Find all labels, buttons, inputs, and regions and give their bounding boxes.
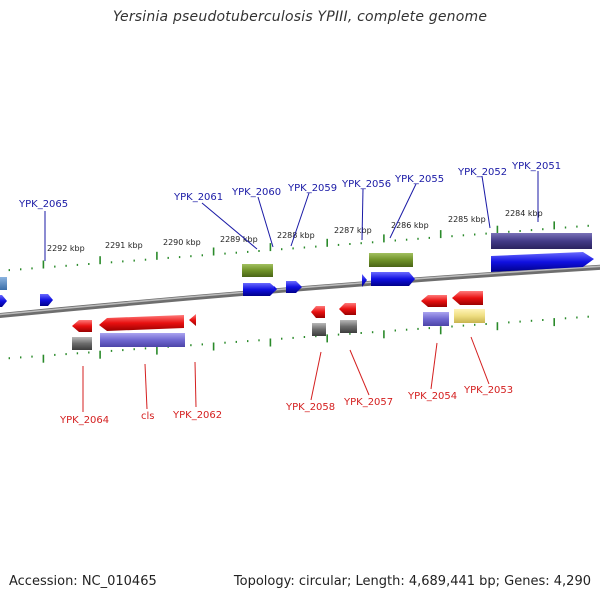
gene-label-cls[interactable]: cls [141,411,155,422]
feature-olive-ypk-2060[interactable] [242,264,273,277]
cds-arrow-ypk-2056[interactable] [362,274,367,287]
scale-label-2287: 2287 kbp [334,226,372,235]
feature-gray-ypk-2064[interactable] [72,337,92,350]
gene-label-ypk-2051[interactable]: YPK_2051 [511,161,561,172]
map-title: Yersinia pseudotuberculosis YPIII, compl… [112,9,488,25]
scale-label-2286: 2286 kbp [391,221,429,230]
gene-label-ypk-2059[interactable]: YPK_2059 [287,183,337,194]
cds-arrow-ypk-2065[interactable] [40,294,53,306]
cds-arrow-ypk-2062[interactable] [189,314,196,326]
scale-label-2290: 2290 kbp [163,238,201,247]
genome-backbone [0,264,600,319]
feature-purple-ypk-2054[interactable] [423,312,449,326]
accession-text: Accession: NC_010465 [9,574,157,589]
reverse-scale-ring [8,315,589,363]
forward-scale-ring [8,221,589,272]
gene-label-ypk-2064[interactable]: YPK_2064 [59,415,109,426]
gene-label-ypk-2061[interactable]: YPK_2061 [173,192,223,203]
cds-arrow-ypk-2061[interactable] [243,283,277,296]
forward-leader-lines [44,171,539,261]
topology-text: Topology: circular; Length: 4,689,441 bp… [233,574,591,589]
feature-yellow-ypk-2053[interactable] [454,309,485,323]
scale-label-2284: 2284 kbp [505,209,543,218]
cds-arrow-ypk-2055[interactable] [371,272,415,286]
scale-label-2288: 2288 kbp [277,231,315,240]
scale-label-2292: 2292 kbp [47,244,85,253]
gene-label-ypk-2055[interactable]: YPK_2055 [394,174,444,185]
cds-arrow-ypk-2054[interactable] [421,295,447,307]
feature-navy-ypk-2052[interactable] [491,233,592,249]
cds-arrow-forward-partial[interactable] [0,295,7,307]
cds-arrow-cls[interactable] [99,315,184,331]
scale-label-2291: 2291 kbp [105,241,143,250]
cds-arrow-ypk-2057[interactable] [339,303,356,315]
reverse-leader-lines [82,336,490,412]
gene-label-ypk-2056[interactable]: YPK_2056 [341,179,391,190]
gene-label-ypk-2058[interactable]: YPK_2058 [285,402,335,413]
gene-label-ypk-2060[interactable]: YPK_2060 [231,187,281,198]
gene-label-ypk-2054[interactable]: YPK_2054 [407,391,457,402]
scale-label-2289: 2289 kbp [220,235,258,244]
gene-label-ypk-2052[interactable]: YPK_2052 [457,167,507,178]
cds-arrow-ypk-2051[interactable] [491,252,594,272]
feature-gray-ypk-2057[interactable] [340,320,357,333]
feature-olive-ypk-2055[interactable] [369,253,413,267]
feature-steel-partial[interactable] [0,277,7,290]
gene-label-ypk-2062[interactable]: YPK_2062 [172,410,222,421]
gene-label-ypk-2057[interactable]: YPK_2057 [343,397,393,408]
cds-arrow-ypk-2058[interactable] [311,306,325,318]
cds-arrow-ypk-2053[interactable] [452,291,483,305]
cds-arrow-ypk-2061-tip [274,286,277,292]
gene-label-ypk-2053[interactable]: YPK_2053 [463,385,513,396]
cds-arrow-ypk-2064[interactable] [72,320,92,332]
gene-label-ypk-2065[interactable]: YPK_2065 [18,199,68,210]
scale-label-2285: 2285 kbp [448,215,486,224]
feature-purple-cls[interactable] [100,333,185,347]
feature-gray-ypk-2058[interactable] [312,323,326,336]
cds-arrow-ypk-2059[interactable] [286,281,302,293]
